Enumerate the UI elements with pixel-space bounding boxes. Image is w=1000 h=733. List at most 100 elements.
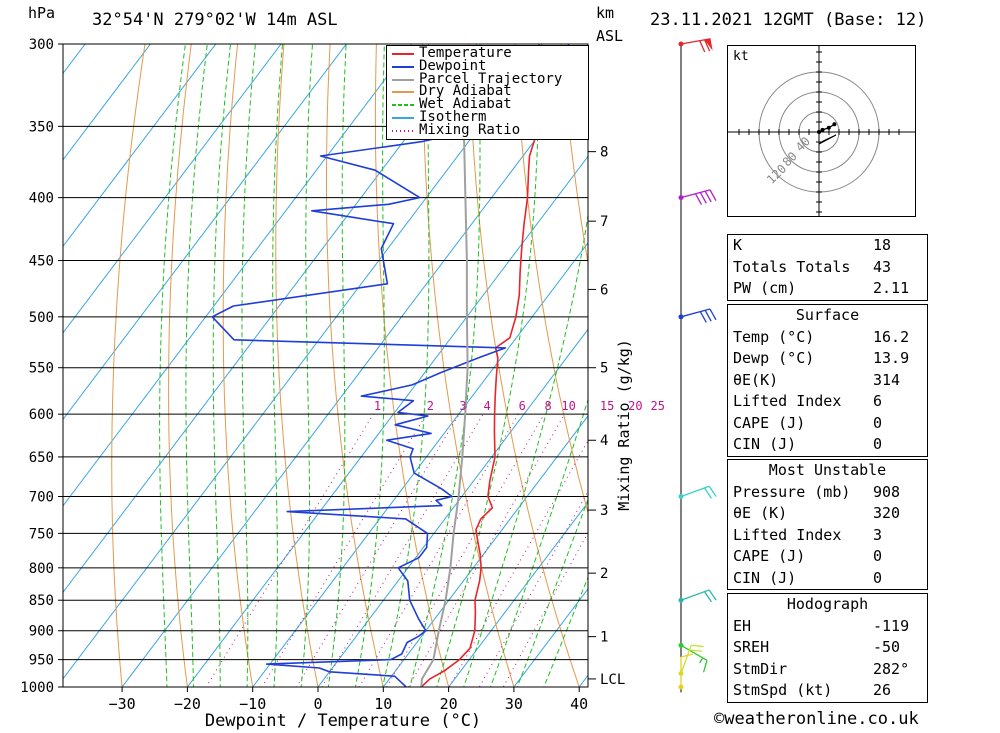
legend-swatch <box>392 91 414 94</box>
wet-adiabat-line <box>300 44 314 687</box>
wind-barb-flag <box>709 189 717 202</box>
index-label: EH <box>733 616 752 635</box>
temperature-line <box>420 44 540 687</box>
hodograph-point <box>832 122 837 127</box>
index-label: Pressure (mb) <box>733 482 851 501</box>
index-row: θE(K) 314 <box>728 370 927 392</box>
index-row: EH -119 <box>728 616 927 638</box>
legend-swatch <box>392 78 414 81</box>
index-row: StmDir 282° <box>728 659 927 681</box>
parcel-trajectory-line <box>420 61 469 687</box>
height-km-label: 8 <box>600 145 608 161</box>
temperature-tick-label: −20 <box>174 695 201 713</box>
index-row: Totals Totals 43 <box>728 257 927 279</box>
temperature-tick-label: −10 <box>239 695 266 713</box>
hodograph-unit: kt <box>733 49 749 64</box>
wet-adiabat-line <box>516 498 588 687</box>
isotherm-line <box>447 501 588 687</box>
index-value: 16.2 <box>873 327 910 346</box>
surface-title: Surface <box>795 306 860 324</box>
index-row: CIN (J) 0 <box>728 434 927 456</box>
pressure-tick-label: 800 <box>29 561 54 577</box>
index-label: CIN (J) <box>733 435 797 453</box>
legend-item: Parcel Trajectory <box>387 72 588 85</box>
index-row: Temp (°C) 16.2 <box>728 327 927 349</box>
wet-adiabat-line <box>409 44 481 687</box>
temperature-tick-label: 30 <box>505 695 523 713</box>
legend-swatch <box>392 116 414 119</box>
index-row: Lifted Index 6 <box>728 391 927 413</box>
legend-swatch <box>392 53 414 55</box>
pressure-tick-label: 900 <box>29 624 54 640</box>
index-label: Totals Totals <box>733 257 851 276</box>
hodograph-table: Hodograph EH -119 SREH -50 StmDir 282° StmSpd … <box>727 593 928 703</box>
isotherm-line <box>252 242 588 687</box>
index-value: -119 <box>873 616 910 635</box>
temperature-tick-label: 20 <box>440 695 458 713</box>
index-label: θE(K) <box>733 370 779 389</box>
isotherm-line <box>63 44 86 75</box>
index-value: 2.11 <box>873 279 910 297</box>
dry-adiabat-line <box>168 44 192 687</box>
hodograph-point <box>820 127 825 132</box>
legend-item: Dewpoint <box>387 59 588 73</box>
temperature-tick-label: −30 <box>109 695 136 713</box>
hodograph-ring-label: 40 <box>793 134 813 154</box>
legend-item: Temperature <box>387 46 588 60</box>
isotherm-line <box>63 44 282 334</box>
pressure-tick-label: 450 <box>29 254 54 270</box>
index-value: 320 <box>873 504 901 522</box>
index-row: K 18 <box>728 235 927 257</box>
mixing-ratio-line <box>321 413 484 687</box>
mixing-ratio-line <box>205 413 374 687</box>
legend-label: Mixing Ratio <box>419 121 521 138</box>
wind-barb-flag <box>704 39 711 52</box>
most-unstable-table: Most Unstable Pressure (mb) 908 θE (K) 320 L… <box>727 459 928 590</box>
x-axis-title: Dewpoint / Temperature (°C) <box>205 711 481 731</box>
wind-barb-flag <box>699 311 707 323</box>
index-label: SREH <box>733 638 770 656</box>
legend-item: Isotherm <box>387 110 588 124</box>
pressure-tick-label: 550 <box>29 361 54 377</box>
pressure-tick-label: 600 <box>29 407 54 423</box>
pressure-tick-label: 300 <box>29 37 54 53</box>
wind-barb <box>678 642 708 673</box>
index-row: CAPE (J) 0 <box>728 413 927 435</box>
index-label: CAPE (J) <box>733 413 806 432</box>
index-value: 908 <box>873 482 901 501</box>
location-label: 32°54'N 279°02'W 14m ASL <box>92 10 338 30</box>
wind-barb-flag <box>703 591 712 603</box>
wet-adiabat-line <box>382 44 430 687</box>
wind-barb-shaft <box>680 644 708 661</box>
height-km-label: LCL <box>600 672 625 688</box>
dry-adiabat-line <box>275 44 319 687</box>
wind-barb <box>678 644 704 676</box>
dry-adiabat-line <box>111 44 146 687</box>
wind-barb-flag <box>691 644 704 648</box>
mixing-ratio-line <box>261 413 427 687</box>
index-label: CIN (J) <box>733 568 797 587</box>
hodograph-point <box>817 130 821 134</box>
mixing-ratio-label: 8 <box>544 399 551 413</box>
dry-adiabat-line <box>514 44 588 515</box>
index-value: 13.9 <box>873 349 910 367</box>
index-label: CAPE (J) <box>733 547 806 565</box>
plot-frame <box>62 43 589 688</box>
mixing-ratio-label: 3 <box>459 399 466 413</box>
height-km-label: 3 <box>600 503 608 519</box>
wet-adiabat-line <box>436 44 540 687</box>
wind-barb-flag <box>694 193 703 205</box>
storm-motion-arrow <box>818 134 837 145</box>
dry-adiabat-line <box>222 44 254 687</box>
mixing-ratio-line <box>358 413 519 687</box>
dry-adiabat-line <box>560 44 588 266</box>
legend-item: Wet Adiabat <box>387 97 588 111</box>
pressure-tick-label: 700 <box>29 490 54 506</box>
wind-barb-shaft <box>680 589 710 601</box>
hodograph-trace <box>818 123 835 133</box>
mixing-ratio-label: 1 <box>374 399 381 413</box>
wind-barb-flag <box>709 308 717 321</box>
height-km-label: 7 <box>600 214 608 230</box>
index-label: PW (cm) <box>733 279 797 297</box>
height-km-label: 6 <box>600 282 608 298</box>
